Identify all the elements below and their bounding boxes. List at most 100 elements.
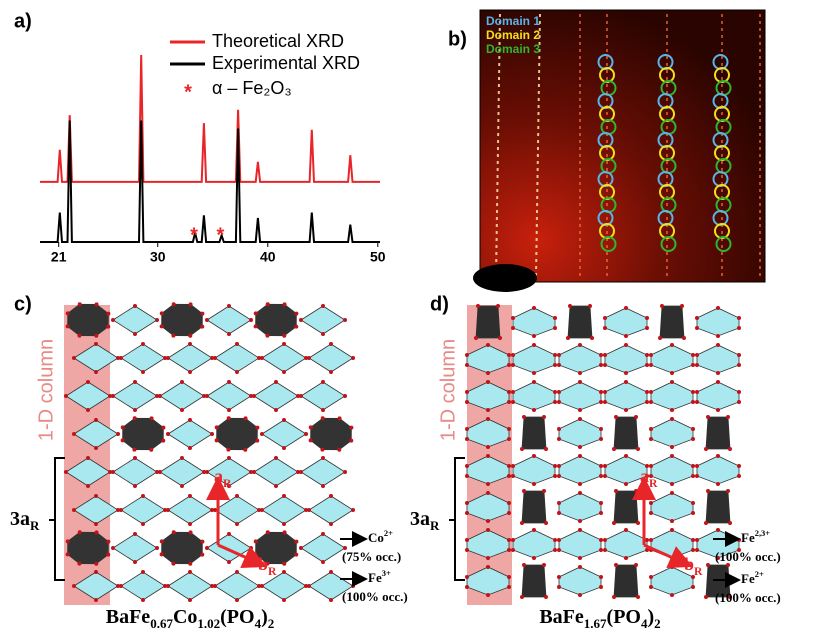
oxygen — [227, 416, 231, 420]
polyhedron — [706, 417, 730, 449]
panel-label: b) — [448, 28, 467, 50]
oxygen — [343, 394, 347, 398]
oxygen — [670, 445, 674, 449]
formula-part: 0.67 — [150, 616, 173, 631]
oxygen — [486, 519, 490, 523]
oxygen — [649, 427, 653, 431]
oxygen — [235, 522, 239, 526]
oxygen — [691, 353, 695, 357]
oxygen — [349, 439, 353, 443]
oxygen — [649, 464, 653, 468]
polyhedron — [301, 306, 345, 334]
oxygen — [329, 342, 333, 346]
oxygen — [568, 304, 572, 308]
oxygen — [542, 563, 546, 567]
oxygen — [522, 563, 526, 567]
oxygen — [670, 454, 674, 458]
oxygen — [329, 494, 333, 498]
oxygen — [86, 484, 90, 488]
oxygen — [507, 474, 511, 478]
oxygen — [465, 538, 469, 542]
oxygen — [636, 595, 640, 599]
oxygen — [612, 595, 616, 599]
polyhedron — [262, 420, 306, 448]
polyhedron — [559, 345, 601, 373]
oxygen — [465, 575, 469, 579]
oxygen — [507, 464, 511, 468]
oxygen — [235, 494, 239, 498]
oxygen — [227, 332, 231, 336]
oxygen — [180, 484, 184, 488]
oxygen — [106, 312, 110, 316]
oxygen — [557, 501, 561, 505]
oxygen — [72, 432, 76, 436]
polyhedron — [513, 382, 555, 410]
oxygen — [737, 474, 741, 478]
oxygen — [205, 394, 209, 398]
oxygen — [716, 528, 720, 532]
oxygen — [737, 363, 741, 367]
oxygen — [507, 538, 511, 542]
oxygen — [180, 408, 184, 412]
legend-label: Experimental XRD — [212, 53, 360, 73]
oxygen — [590, 336, 594, 340]
oxygen — [213, 356, 217, 360]
oxygen — [188, 370, 192, 374]
domain-label: Domain 1 — [486, 14, 540, 28]
polyhedron — [513, 345, 555, 373]
oxygen — [266, 302, 270, 306]
oxygen — [283, 530, 287, 534]
polyhedron — [160, 458, 204, 486]
oxygen — [321, 380, 325, 384]
oxygen — [486, 343, 490, 347]
oxygen — [309, 425, 313, 429]
oxygen — [624, 408, 628, 412]
oxygen — [141, 370, 145, 374]
oxygen — [474, 336, 478, 340]
polyhedron — [605, 530, 647, 558]
oxygen — [307, 508, 311, 512]
oxygen — [72, 584, 76, 588]
polyhedron — [559, 567, 601, 595]
oxygen — [716, 343, 720, 347]
bracket — [49, 458, 65, 580]
oxygen — [283, 302, 287, 306]
oxygen — [329, 598, 333, 602]
site-occupancy: (75% occ.) — [342, 549, 401, 564]
polyhedron — [168, 420, 212, 448]
oxygen — [188, 562, 192, 566]
oxygen — [578, 454, 582, 458]
oxygen — [511, 548, 515, 552]
oxygen — [557, 363, 561, 367]
oxygen — [226, 448, 230, 452]
beam-stop — [473, 264, 537, 292]
polyhedron — [162, 304, 203, 336]
oxygen — [557, 390, 561, 394]
oxygen — [188, 334, 192, 338]
oxygen — [614, 489, 618, 493]
axis-label-part: a — [640, 466, 649, 486]
oxygen — [695, 326, 699, 330]
oxygen — [235, 570, 239, 574]
oxygen — [72, 508, 76, 512]
oxygen — [465, 474, 469, 478]
oxygen — [695, 390, 699, 394]
oxygen — [603, 538, 607, 542]
oxygen — [329, 570, 333, 574]
formula-part: 1.02 — [197, 616, 220, 631]
polyhedron — [513, 308, 555, 336]
site-occupancy: (100% occ.) — [715, 590, 781, 605]
oxygen — [614, 415, 618, 419]
oxygen — [282, 334, 286, 338]
oxygen — [465, 548, 469, 552]
oxygen — [706, 563, 710, 567]
formula-part: 2 — [654, 616, 661, 631]
oxygen — [544, 447, 548, 451]
oxygen — [321, 484, 325, 488]
oxygen — [624, 306, 628, 310]
oxygen — [599, 511, 603, 515]
oxygen — [645, 326, 649, 330]
oxygen — [282, 418, 286, 422]
site-ion: Fe2,3+ — [741, 528, 770, 545]
oxygen — [299, 394, 303, 398]
